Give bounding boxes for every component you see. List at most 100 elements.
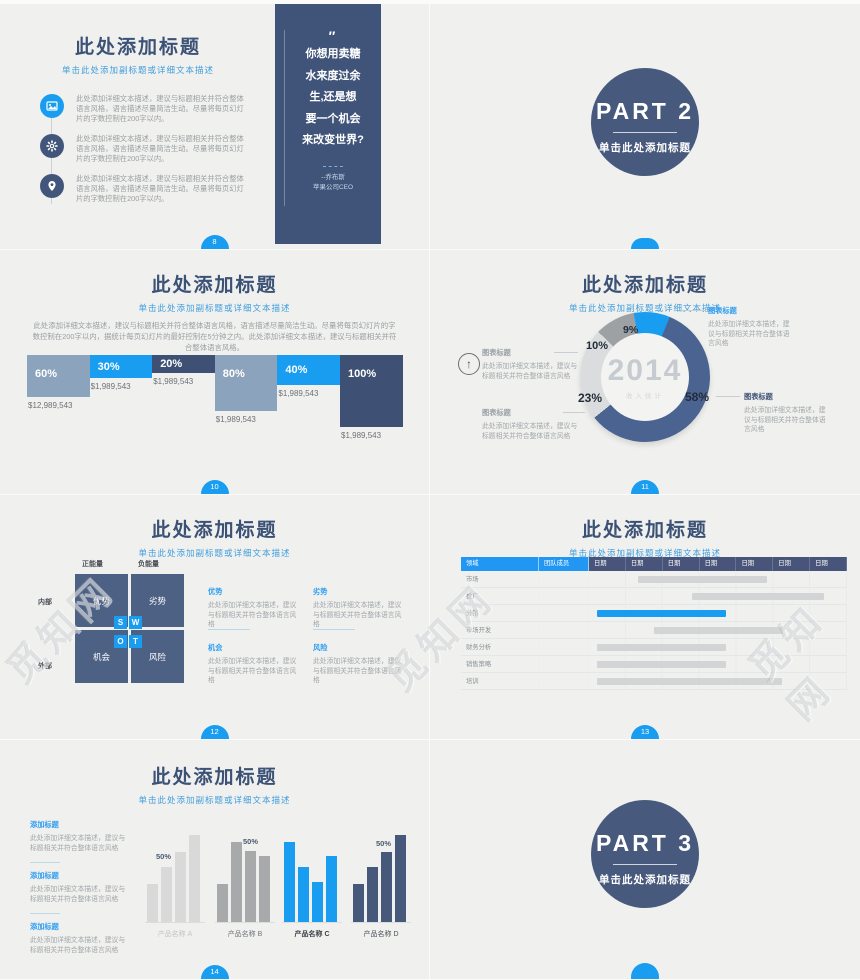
bar-percent-label: 80% [222, 368, 245, 380]
notes-column: 添加标题 此处添加详细文本描述，建议与标题相关并符合整体语言风格 添加标题 此处… [30, 820, 130, 964]
gantt-area [589, 622, 847, 638]
bar [217, 883, 228, 922]
part-divider-circle: PART 3 单击此处添加标题 [591, 800, 699, 908]
axis-label-external: 外部 [38, 663, 52, 670]
swot-letter-w: W [129, 616, 142, 629]
axis-label-positive: 正能量 [82, 561, 103, 568]
bars [215, 831, 275, 923]
bar-group: 产品名称 A [145, 831, 205, 939]
slide-thumbnail-swot[interactable]: 此处添加标题 单击此处添加副标题或详细文本描述 正能量 负能量 内部 外部 优势… [0, 495, 429, 739]
callout-heading: 图表标题 [744, 392, 773, 401]
slide-thumbnail-bar-chart[interactable]: 此处添加标题 单击此处添加副标题或详细文本描述 添加标题 此处添加详细文本描述，… [0, 740, 429, 979]
table-row: 分销 [461, 605, 847, 622]
chart-callout: 图表标题 此处添加详细文本描述，建议与标题相关并符合整体语言风格 [744, 392, 832, 435]
pin-icon [40, 174, 64, 198]
column-header: 日期 [810, 557, 848, 571]
column-header: 日期 [662, 557, 700, 571]
slide-thumbnail-waterfall-chart[interactable]: 此处添加标题 单击此处添加副标题或详细文本描述 此处添加详细文本描述，建议与标题… [0, 250, 429, 494]
page-number-badge [631, 963, 659, 979]
row-label: 市场 [461, 571, 539, 587]
bar [189, 834, 200, 922]
chart-bar: 100% $1,989,543 [340, 355, 403, 440]
list-item: 此处添加详细文本描述，建议与标题相关并符合整体语言风格，语言描述尽量简洁生动。尽… [40, 94, 255, 124]
block-text: 此处添加详细文本描述，建议与标题相关并符合整体语言风格 [313, 602, 402, 628]
gantt-bar [596, 661, 726, 668]
slide-thumbnail-part2[interactable]: PART 2 单击此处添加标题 [430, 4, 860, 249]
chart-callout: 图表标题 此处添加详细文本描述，建议与标题相关并符合整体语言风格 [482, 408, 578, 441]
table-row: 培训 [461, 673, 847, 690]
bar [353, 883, 364, 922]
donut-center-caption: 收入统计 [626, 393, 664, 400]
bar [381, 851, 392, 922]
slide-title: 此处添加标题 [151, 275, 278, 296]
bar [245, 851, 256, 922]
gantt-bar [692, 593, 824, 600]
divider-line [313, 629, 355, 630]
bar [175, 851, 186, 922]
note-heading: 添加标题 [30, 820, 59, 829]
gantt-bar [653, 627, 783, 634]
group-label: 产品名称 A [157, 931, 193, 938]
waterfall-chart: 60% $12,989,543 30% $1,989,543 20% $1,98… [27, 355, 403, 480]
group-label: 产品名称 B [227, 931, 263, 938]
arrow-up-icon: ↑ [458, 353, 480, 375]
grouped-bar-chart: 产品名称 A 产品名称 B 产品名称 C [142, 831, 414, 944]
slide-thumbnail-quote[interactable]: 此处添加标题 单击此处添加副标题或详细文本描述 此处添加详细文本描述，建议与标题… [0, 4, 429, 249]
slide-subtitle: 单击此处添加副标题或详细文本描述 [138, 795, 291, 805]
chart-bar: 60% $12,989,543 [27, 355, 90, 410]
table-row: 销售策略 [461, 656, 847, 673]
quote-line: 来改变世界? [302, 134, 364, 146]
column-header: 团队成员 [539, 557, 589, 571]
note-block: 添加标题 此处添加详细文本描述，建议与标题相关并符合整体语言风格 [30, 871, 130, 904]
swot-text-block: 优势 此处添加详细文本描述，建议与标题相关并符合整体语言风格 [208, 587, 303, 630]
slide-subtitle: 单击此处添加副标题或详细文本描述 [568, 548, 721, 558]
bar-percent-label: 60% [35, 368, 58, 380]
bar-group: 产品名称 C [282, 831, 342, 939]
bar-percent-label: 30% [97, 360, 120, 373]
callout-text: 此处添加详细文本描述，建议与标题相关并符合整体语言风格 [708, 321, 790, 347]
gantt-bar [638, 576, 768, 583]
gantt-area [589, 639, 847, 655]
note-text: 此处添加详细文本描述，建议与标题相关并符合整体语言风格 [30, 886, 126, 903]
slide-thumbnail-part3[interactable]: PART 3 单击此处添加标题 [430, 740, 860, 979]
list-item-text: 此处添加详细文本描述，建议与标题相关并符合整体语言风格，语言描述尽量简洁生动。尽… [76, 134, 244, 163]
list-item-text: 此处添加详细文本描述，建议与标题相关并符合整体语言风格，语言描述尽量简洁生动。尽… [76, 174, 244, 203]
bar-value-label: 50% [156, 852, 172, 861]
slide-thumbnail-gantt[interactable]: 此处添加标题 单击此处添加副标题或详细文本描述 领域 团队成员 日期 日期 日期… [430, 495, 860, 739]
gantt-bar [596, 678, 783, 685]
chart-bar: 30% $1,989,543 [89, 355, 153, 391]
quote-mark: ″ [328, 28, 338, 44]
bar-amount-label: $1,989,543 [153, 377, 194, 386]
quote-accent-line [284, 30, 285, 206]
page-number-badge: 12 [200, 725, 229, 739]
axis-label-negative: 负能量 [138, 561, 159, 568]
bar [161, 866, 172, 922]
note-text: 此处添加详细文本描述，建议与标题相关并符合整体语言风格 [30, 835, 126, 852]
callout-leader-line [716, 396, 740, 397]
bar [395, 834, 406, 922]
divider-line [208, 629, 250, 630]
swot-letter-s: S [114, 616, 127, 629]
row-label: 分销 [461, 605, 539, 621]
gantt-area [589, 571, 847, 587]
quote-author: --乔布斯 [321, 173, 345, 181]
bar-percent-label: 100% [348, 368, 377, 380]
bar-amount-label: $1,989,543 [90, 382, 131, 391]
row-label: 财务分析 [461, 639, 539, 655]
block-heading: 风险 [313, 643, 328, 652]
chart-bar: 80% $1,989,543 [214, 355, 278, 424]
page-number-badge: 14 [200, 965, 229, 979]
row-label: 培训 [461, 673, 539, 689]
slide-header: 此处添加标题 单击此处添加副标题或详细文本描述 [0, 762, 429, 806]
table-row: 市场开发 [461, 622, 847, 639]
chart-bar: 20% $1,989,543 [152, 355, 215, 386]
slide-header: 此处添加标题 单击此处添加副标题或详细文本描述 [430, 515, 860, 559]
gantt-bar [596, 610, 726, 617]
divider-line [30, 913, 60, 914]
slide-thumbnail-donut-chart[interactable]: 此处添加标题 单击此处添加副标题或详细文本描述 ↑ 2014 收入统计 9% 1… [430, 250, 860, 494]
callout-heading: 图表标题 [482, 408, 511, 417]
bar-amount-label: $1,989,543 [341, 431, 382, 440]
chart-callout: 图表标题 此处添加详细文本描述，建议与标题相关并符合整体语言风格 [482, 348, 578, 381]
quote-attribution: --乔布斯 苹果公司CEO [291, 165, 375, 193]
bar [298, 866, 309, 922]
